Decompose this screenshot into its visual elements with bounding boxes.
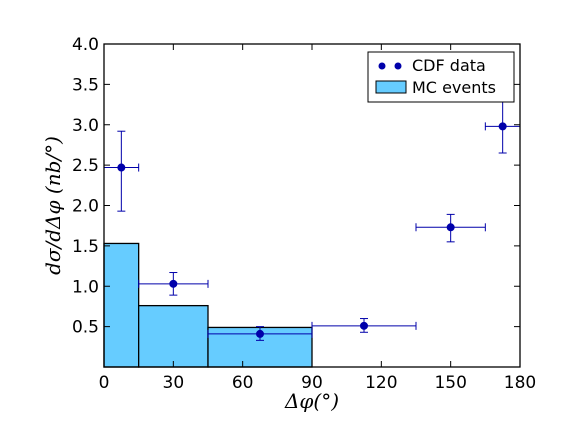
data-point-marker xyxy=(498,122,507,131)
x-tick-label-3: 90 xyxy=(301,373,323,393)
data-point-1 xyxy=(138,272,209,296)
x-tick-label-5: 150 xyxy=(434,373,466,393)
x-tick-label-2: 60 xyxy=(232,373,254,393)
axes: 0 30 60 90 120 150 180 0.5 1.0 1.5 2.0 2.5 3.0 3.5 4.0 xyxy=(72,35,536,393)
legend-marker-dot xyxy=(394,62,402,70)
legend: CDF data MC events xyxy=(367,51,515,103)
legend-label-1: MC events xyxy=(412,78,496,97)
y-tick-label-1: 1.0 xyxy=(72,277,99,297)
legend-marker-box xyxy=(375,80,407,94)
data-point-marker xyxy=(169,279,178,288)
legend-label-0: CDF data xyxy=(412,56,486,75)
y-tick-label-3: 2.0 xyxy=(72,197,99,217)
histogram-bar-0 xyxy=(103,242,140,368)
data-point-marker xyxy=(117,163,126,172)
data-point-4 xyxy=(415,213,486,243)
y-tick-label-0: 0.5 xyxy=(72,318,99,338)
y-tick-label-4: 2.5 xyxy=(72,156,99,176)
data-point-marker xyxy=(446,223,455,232)
data-point-3 xyxy=(311,318,417,333)
x-tick-label-4: 120 xyxy=(365,373,397,393)
y-tick-label-5: 3.0 xyxy=(72,116,99,136)
data-point-5 xyxy=(484,100,521,154)
x-axis-title: Δφ(°) xyxy=(284,389,339,413)
x-tick-label-1: 30 xyxy=(163,373,185,393)
x-tick-label-6: 180 xyxy=(504,373,536,393)
legend-box xyxy=(367,51,515,103)
plot-area xyxy=(103,100,521,368)
data-point-marker xyxy=(360,321,368,330)
y-tick-label-2: 1.5 xyxy=(72,237,99,257)
histogram-bar-1 xyxy=(138,304,209,368)
x-tick-label-0: 0 xyxy=(99,373,110,393)
data-point-2 xyxy=(207,326,313,341)
data-point-marker xyxy=(256,329,264,338)
y-tick-label-6: 3.5 xyxy=(72,75,99,95)
y-tick-label-7: 4.0 xyxy=(72,35,99,55)
y-axis-title: dσ/dΔφ (nb/°) xyxy=(41,136,65,275)
data-point-0 xyxy=(103,130,140,212)
legend-marker-dot xyxy=(378,62,386,70)
